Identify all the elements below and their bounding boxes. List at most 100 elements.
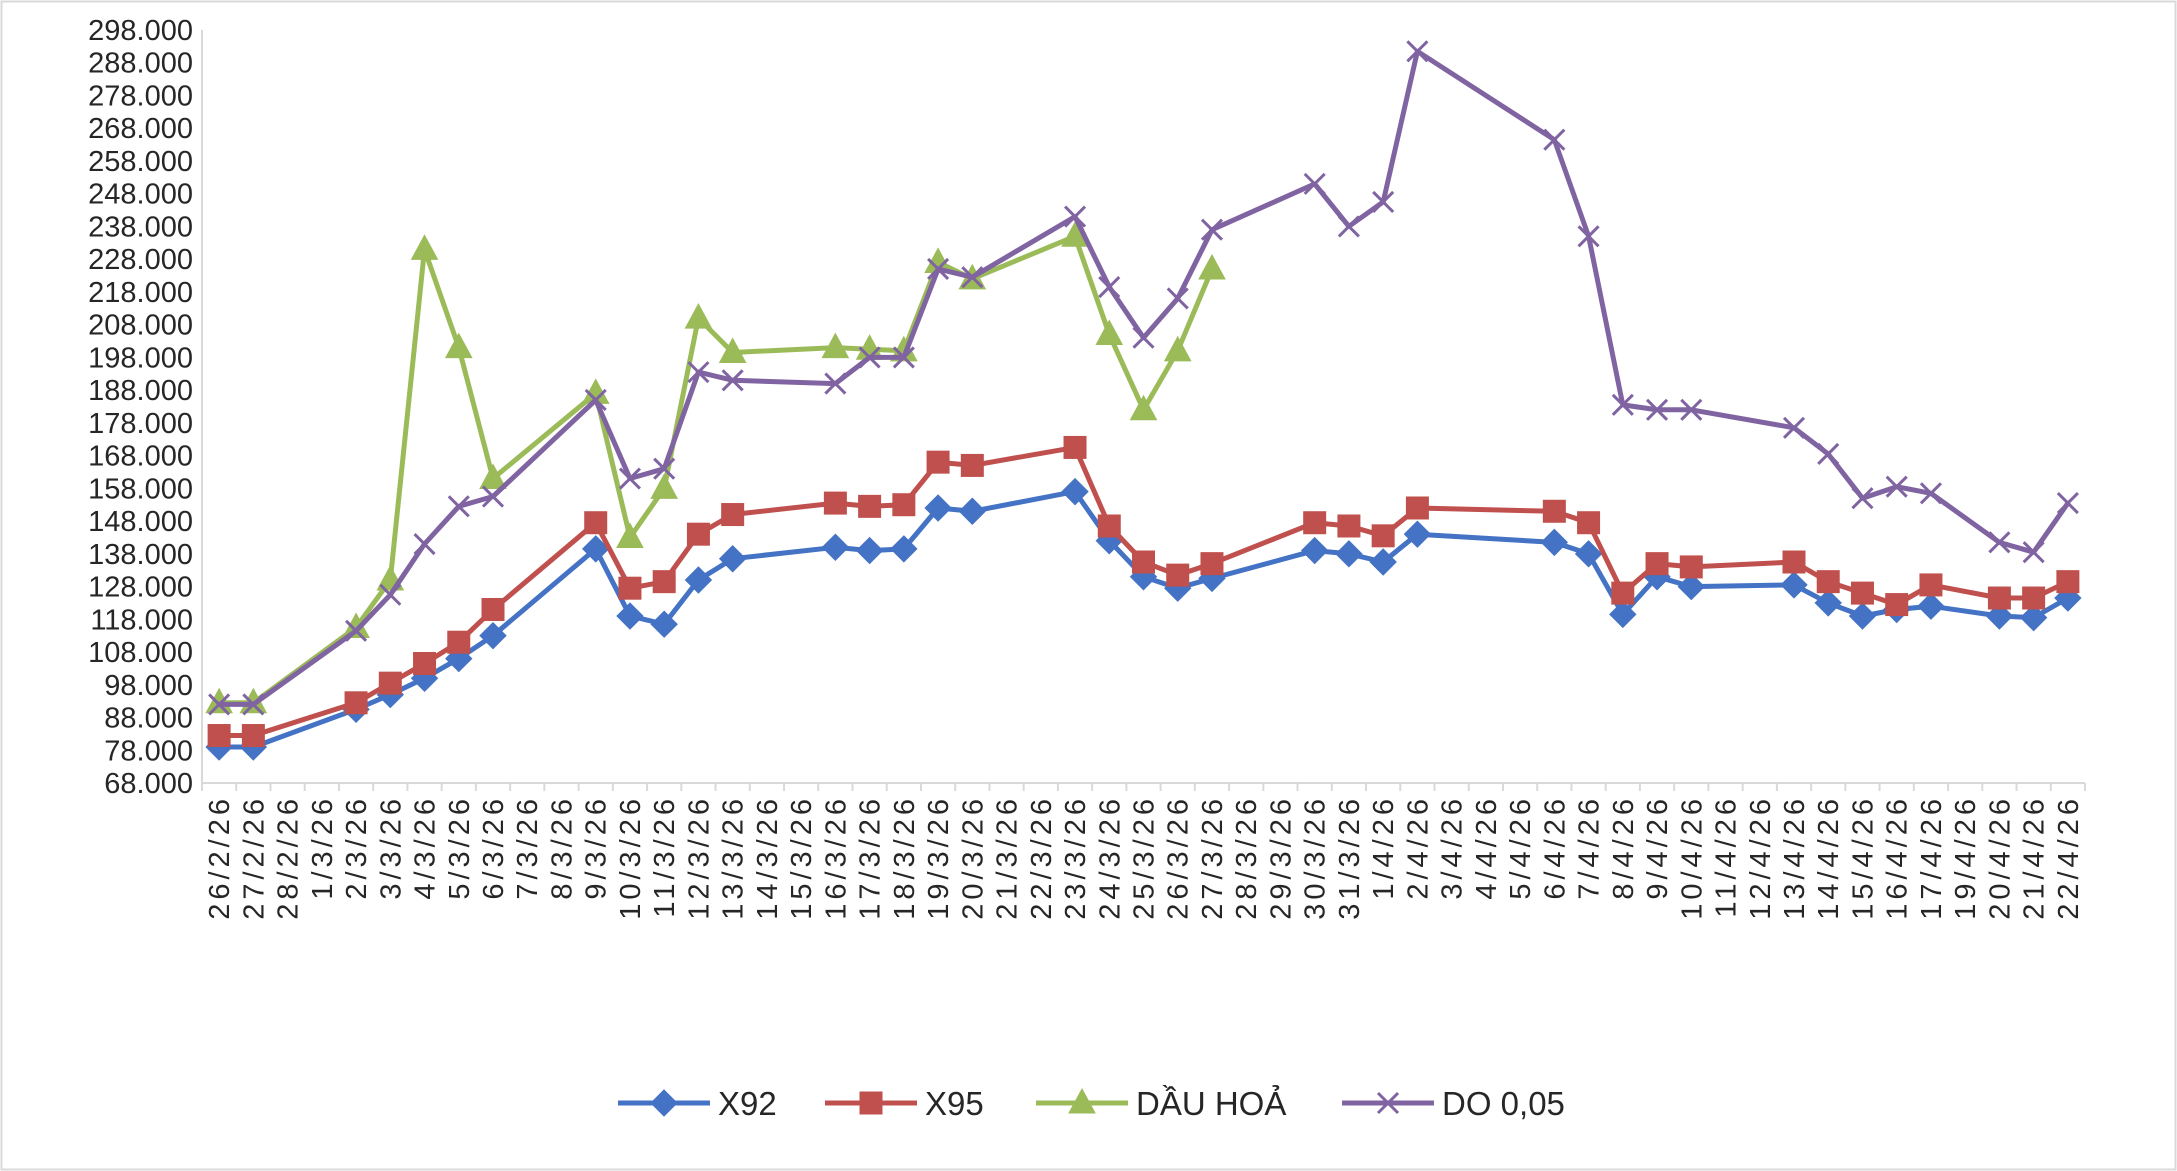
legend-label: X95 <box>925 1085 984 1122</box>
data-point-x95 <box>960 453 984 477</box>
data-point-x95 <box>447 630 471 654</box>
data-point-x92 <box>684 566 713 594</box>
y-tick-label: 288.000 <box>88 48 193 80</box>
y-tick-label: 188.000 <box>88 375 193 407</box>
legend-marker <box>1376 1091 1400 1115</box>
data-point-do-0-05-stroke <box>481 485 505 508</box>
x-tick-label: 26/3/26 <box>1163 795 1195 920</box>
y-tick-label: 68.000 <box>104 768 193 800</box>
data-point-d-u-ho <box>410 234 439 260</box>
data-point-x95 <box>1782 550 1806 574</box>
y-tick-label: 218.000 <box>88 277 193 309</box>
data-point-do-0-05-stroke <box>413 532 436 556</box>
data-point-x95 <box>344 691 368 715</box>
legend-item-do-0-05: DO 0,05 <box>1342 1085 1565 1122</box>
data-point-x92 <box>855 536 884 565</box>
data-point-x92 <box>924 494 952 522</box>
data-point-d-u-ho <box>684 303 713 329</box>
data-point-x92 <box>1814 589 1842 617</box>
legend-label: DO 0,05 <box>1442 1085 1565 1122</box>
x-tick-label: 9/3/26 <box>581 795 613 900</box>
data-point-do-0-05-stroke <box>1166 287 1189 310</box>
data-point-x92 <box>1300 536 1329 565</box>
data-point-do-0-05 <box>208 693 231 716</box>
x-tick-label: 12/4/26 <box>1745 795 1777 920</box>
y-tick-label: 128.000 <box>88 572 193 604</box>
data-point-x95 <box>1132 550 1155 574</box>
data-point-x95 <box>858 494 882 518</box>
data-point-do-0-05-stroke <box>1200 218 1224 241</box>
data-point-x95 <box>1850 581 1874 605</box>
data-point-x92 <box>1917 592 1945 620</box>
x-tick-label: 18/3/26 <box>889 795 921 920</box>
data-point-do-0-05 <box>1577 225 1600 248</box>
x-tick-label: 1/3/26 <box>307 795 339 900</box>
y-tick-label: 88.000 <box>104 703 193 735</box>
data-point-do-0-05-stroke <box>618 467 642 490</box>
data-point-do-0-05-stroke <box>1098 275 1121 299</box>
x-tick-label: 13/3/26 <box>718 795 750 920</box>
data-point-do-0-05-stroke <box>1988 531 2011 554</box>
data-point-do-0-05-stroke <box>1406 40 1429 63</box>
data-point-do-0-05-stroke <box>721 369 744 392</box>
data-point-x95 <box>1405 496 1429 520</box>
data-point-do-0-05 <box>1782 416 1806 439</box>
x-tick-label: 19/4/26 <box>1950 795 1982 920</box>
data-point-do-0-05 <box>721 369 744 392</box>
data-point-do-0-05 <box>1406 40 1429 63</box>
x-tick-label: 13/4/26 <box>1779 795 1811 920</box>
x-tick-label: 22/4/26 <box>2053 795 2085 920</box>
x-tick-label: 20/3/26 <box>957 795 989 920</box>
data-point-d-u-ho <box>444 332 473 359</box>
data-point-x95 <box>1919 573 1943 597</box>
data-point-do-0-05 <box>447 495 470 518</box>
data-point-do-0-05-stroke <box>687 361 710 384</box>
x-tick-label: 16/3/26 <box>820 795 852 920</box>
data-point-do-0-05 <box>2056 492 2079 515</box>
data-point-x95 <box>1645 552 1669 576</box>
x-tick-label: 26/2/26 <box>204 795 236 920</box>
data-point-do-0-05 <box>379 583 402 606</box>
data-point-do-0-05 <box>1543 128 1566 151</box>
data-point-do-0-05 <box>584 388 607 412</box>
x-tick-label: 21/3/26 <box>992 795 1024 920</box>
data-point-d-u-ho <box>479 463 507 490</box>
data-point-do-0-05-stroke <box>1680 398 1703 421</box>
x-tick-label: 9/4/26 <box>1642 795 1674 900</box>
data-point-do-0-05-stroke <box>208 693 231 716</box>
x-tick-label: 28/2/26 <box>273 795 305 920</box>
x-tick-label: 17/4/26 <box>1916 795 1948 920</box>
series-do-0-05 <box>208 40 2079 716</box>
data-point-x95 <box>1200 552 1224 576</box>
data-point-x95 <box>892 493 916 517</box>
data-point-do-0-05-stroke <box>1337 215 1360 238</box>
x-tick-label: 25/3/26 <box>1129 795 1161 920</box>
x-tick-label: 21/4/26 <box>2019 795 2051 920</box>
data-point-do-0-05 <box>858 346 881 369</box>
data-point-do-0-05 <box>1303 172 1326 195</box>
data-point-do-0-05 <box>481 485 505 508</box>
data-point-do-0-05 <box>892 346 915 369</box>
data-point-do-0-05-stroke <box>1132 326 1155 349</box>
x-tick-label: 27/2/26 <box>238 795 270 920</box>
data-point-x95 <box>1987 586 2011 610</box>
data-point-x95 <box>618 576 642 600</box>
data-point-x92 <box>1848 602 1877 630</box>
x-tick-label: 10/4/26 <box>1676 795 1708 920</box>
x-tick-label: 31/3/26 <box>1334 795 1366 920</box>
data-point-x92 <box>1574 540 1603 568</box>
data-point-do-0-05 <box>1817 442 1840 466</box>
data-point-do-0-05-stroke <box>961 266 984 289</box>
data-point-do-0-05 <box>1098 275 1121 299</box>
data-point-d-u-ho <box>616 522 644 548</box>
y-tick-label: 168.000 <box>88 441 193 473</box>
data-point-do-0-05-stroke <box>1543 128 1566 151</box>
data-point-do-0-05-stroke <box>1303 172 1326 195</box>
data-point-x92 <box>1369 548 1397 576</box>
data-point-do-0-05 <box>1372 190 1395 213</box>
y-tick-label: 98.000 <box>104 670 193 702</box>
data-point-d-u-ho <box>1163 335 1192 362</box>
data-point-x95 <box>1371 524 1395 548</box>
x-tick-label: 5/3/26 <box>444 795 476 900</box>
